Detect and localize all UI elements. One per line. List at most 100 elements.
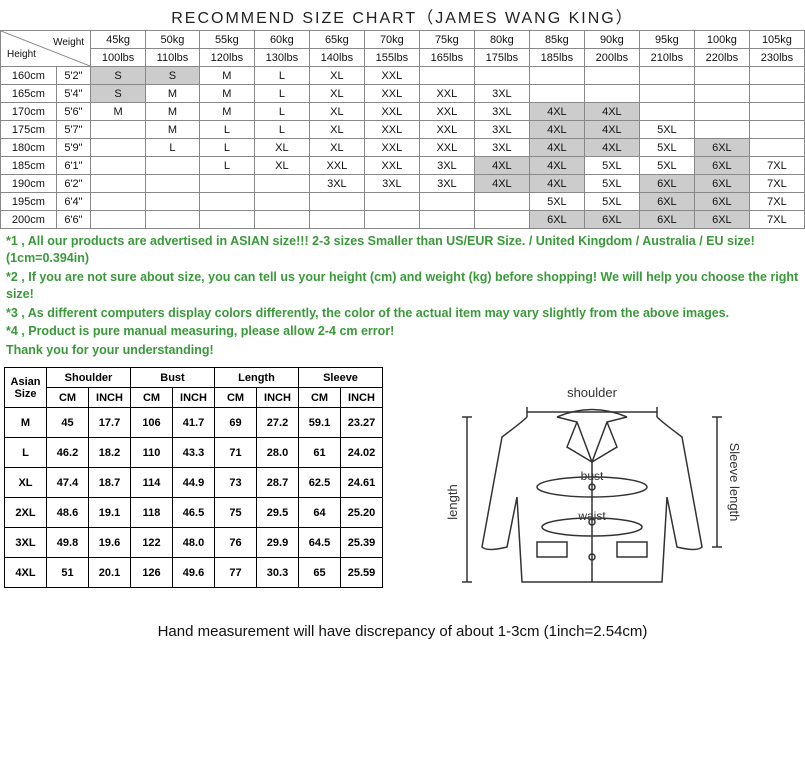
size-cell <box>91 121 146 139</box>
size-cell: L <box>199 157 254 175</box>
measure-cell: 43.3 <box>173 438 215 468</box>
measure-cell: 77 <box>215 558 257 588</box>
cm-header: CM <box>299 388 341 408</box>
measurement-header: AsianSizeShoulderBustLengthSleeveCMINCHC… <box>5 368 383 408</box>
size-cell <box>364 211 419 229</box>
measurement-body: M4517.710641.76927.259.123.27L46.218.211… <box>5 408 383 588</box>
measure-cell: 25.20 <box>341 498 383 528</box>
height-ft-cell: 5'6" <box>56 103 90 121</box>
weight-lbs-header: 130lbs <box>254 49 309 67</box>
measure-cell: 18.7 <box>89 468 131 498</box>
measure-cell: 29.9 <box>257 528 299 558</box>
size-cell <box>146 175 200 193</box>
size-cell: 3XL <box>419 175 474 193</box>
size-cell: 6XL <box>639 193 694 211</box>
diagram-waist-label: waist <box>577 509 606 523</box>
measure-cell: 28.7 <box>257 468 299 498</box>
size-cell: XXL <box>364 121 419 139</box>
height-cm-cell: 180cm <box>1 139 57 157</box>
size-cell: 3XL <box>474 85 529 103</box>
size-chart-body: 160cm5'2"SSMLXLXXL165cm5'4"SMMLXLXXLXXL3… <box>1 67 805 229</box>
size-cell <box>639 85 694 103</box>
measure-cell: 49.8 <box>47 528 89 558</box>
size-cell: 3XL <box>474 103 529 121</box>
measure-cell: 75 <box>215 498 257 528</box>
height-cm-cell: 185cm <box>1 157 57 175</box>
measure-cell: 25.39 <box>341 528 383 558</box>
size-cell: L <box>254 121 309 139</box>
measure-cell: 110 <box>131 438 173 468</box>
height-cm-cell: 190cm <box>1 175 57 193</box>
weight-lbs-header: 210lbs <box>639 49 694 67</box>
measure-cell: L <box>5 438 47 468</box>
height-cm-cell: 195cm <box>1 193 57 211</box>
size-cell: XL <box>254 139 309 157</box>
size-cell: M <box>199 67 254 85</box>
measure-cell: 65 <box>299 558 341 588</box>
weight-lbs-header: 110lbs <box>146 49 200 67</box>
size-cell: L <box>199 139 254 157</box>
size-cell: 5XL <box>529 193 584 211</box>
size-cell: XL <box>309 103 364 121</box>
size-cell <box>254 175 309 193</box>
size-chart-table: WeightHeight45kg50kg55kg60kg65kg70kg75kg… <box>0 30 805 229</box>
size-cell: 5XL <box>584 193 639 211</box>
size-cell: 4XL <box>529 157 584 175</box>
size-cell: 5XL <box>639 157 694 175</box>
size-cell: XXL <box>309 157 364 175</box>
weight-lbs-header: 185lbs <box>529 49 584 67</box>
measure-cell: 106 <box>131 408 173 438</box>
measure-cell: 18.2 <box>89 438 131 468</box>
size-cell: XXL <box>364 103 419 121</box>
note-line: *1 , All our products are advertised in … <box>6 233 799 267</box>
size-cell <box>694 103 749 121</box>
size-cell: 6XL <box>584 211 639 229</box>
measure-cell: 24.61 <box>341 468 383 498</box>
size-cell: 4XL <box>584 139 639 157</box>
size-cell: L <box>254 85 309 103</box>
cm-header: CM <box>215 388 257 408</box>
height-cm-cell: 160cm <box>1 67 57 85</box>
measure-cell: 45 <box>47 408 89 438</box>
size-cell: 4XL <box>529 121 584 139</box>
weight-lbs-header: 155lbs <box>364 49 419 67</box>
size-cell <box>146 157 200 175</box>
measure-cell: 28.0 <box>257 438 299 468</box>
weight-lbs-header: 100lbs <box>91 49 146 67</box>
size-cell <box>749 139 804 157</box>
size-cell: 5XL <box>584 175 639 193</box>
cm-header: CM <box>131 388 173 408</box>
measure-cell: 126 <box>131 558 173 588</box>
measure-cell: 27.2 <box>257 408 299 438</box>
weight-kg-header: 50kg <box>146 31 200 49</box>
measure-cell: 23.27 <box>341 408 383 438</box>
size-cell <box>91 211 146 229</box>
measure-cell: 49.6 <box>173 558 215 588</box>
size-cell <box>474 193 529 211</box>
weight-kg-header: 95kg <box>639 31 694 49</box>
weight-lbs-header: 140lbs <box>309 49 364 67</box>
cm-header: CM <box>47 388 89 408</box>
size-cell <box>199 175 254 193</box>
height-ft-cell: 5'7" <box>56 121 90 139</box>
weight-lbs-header: 200lbs <box>584 49 639 67</box>
size-cell: XXL <box>419 103 474 121</box>
size-cell <box>146 193 200 211</box>
size-cell <box>474 211 529 229</box>
measure-cell: 29.5 <box>257 498 299 528</box>
measure-cell: 114 <box>131 468 173 498</box>
weight-lbs-header: 120lbs <box>199 49 254 67</box>
size-cell: 3XL <box>474 121 529 139</box>
measure-cell: 4XL <box>5 558 47 588</box>
diagram-bust-label: bust <box>581 469 604 483</box>
size-cell: S <box>91 85 146 103</box>
size-cell: M <box>146 103 200 121</box>
weight-kg-header: 70kg <box>364 31 419 49</box>
diagram-length-label: length <box>445 484 460 519</box>
size-cell <box>309 211 364 229</box>
measure-cell: 47.4 <box>47 468 89 498</box>
size-cell: 6XL <box>694 157 749 175</box>
size-cell: XL <box>254 157 309 175</box>
weight-lbs-header: 230lbs <box>749 49 804 67</box>
measure-cell: 59.1 <box>299 408 341 438</box>
